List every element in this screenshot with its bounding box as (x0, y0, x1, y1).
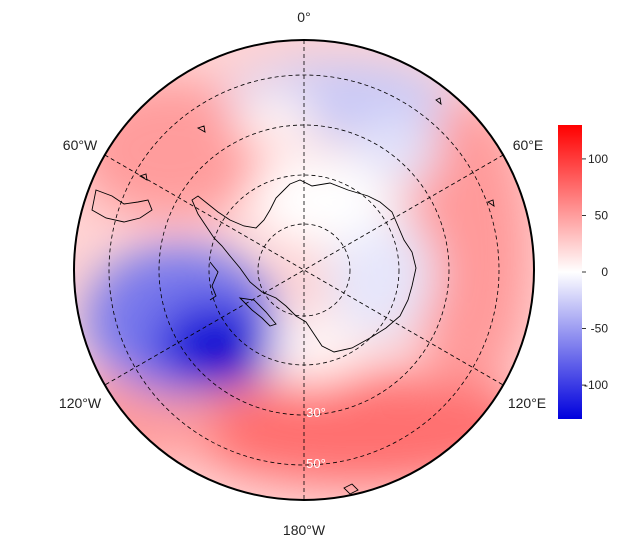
colorbar-tick-label: 50 (595, 208, 609, 222)
map-border (73, 39, 535, 501)
colorbar-tick-label: 0 (601, 265, 608, 279)
lat-label-30: 30° (306, 405, 326, 420)
coastlines (91, 97, 495, 495)
lon-label-60e: 60°E (513, 137, 544, 153)
colorbar-gradient (558, 125, 582, 419)
lon-label-180: 180°W (283, 522, 326, 538)
lon-label-120w: 120°W (59, 395, 102, 411)
colorbar-tick-label: -100 (584, 378, 608, 392)
anomaly-field (74, 40, 534, 500)
colorbar-ticks: 100 50 0 -50 -100 (582, 152, 608, 392)
lon-label-0: 0° (297, 9, 310, 25)
colorbar-tick-label: -50 (591, 322, 609, 336)
colorbar-tick-label: 100 (588, 152, 608, 166)
lon-label-120e: 120°E (508, 395, 546, 411)
graticule (104, 40, 504, 500)
lon-label-60w: 60°W (63, 137, 98, 153)
lat-label-50: 50° (306, 456, 326, 471)
colorbar: 100 50 0 -50 -100 (558, 125, 608, 419)
